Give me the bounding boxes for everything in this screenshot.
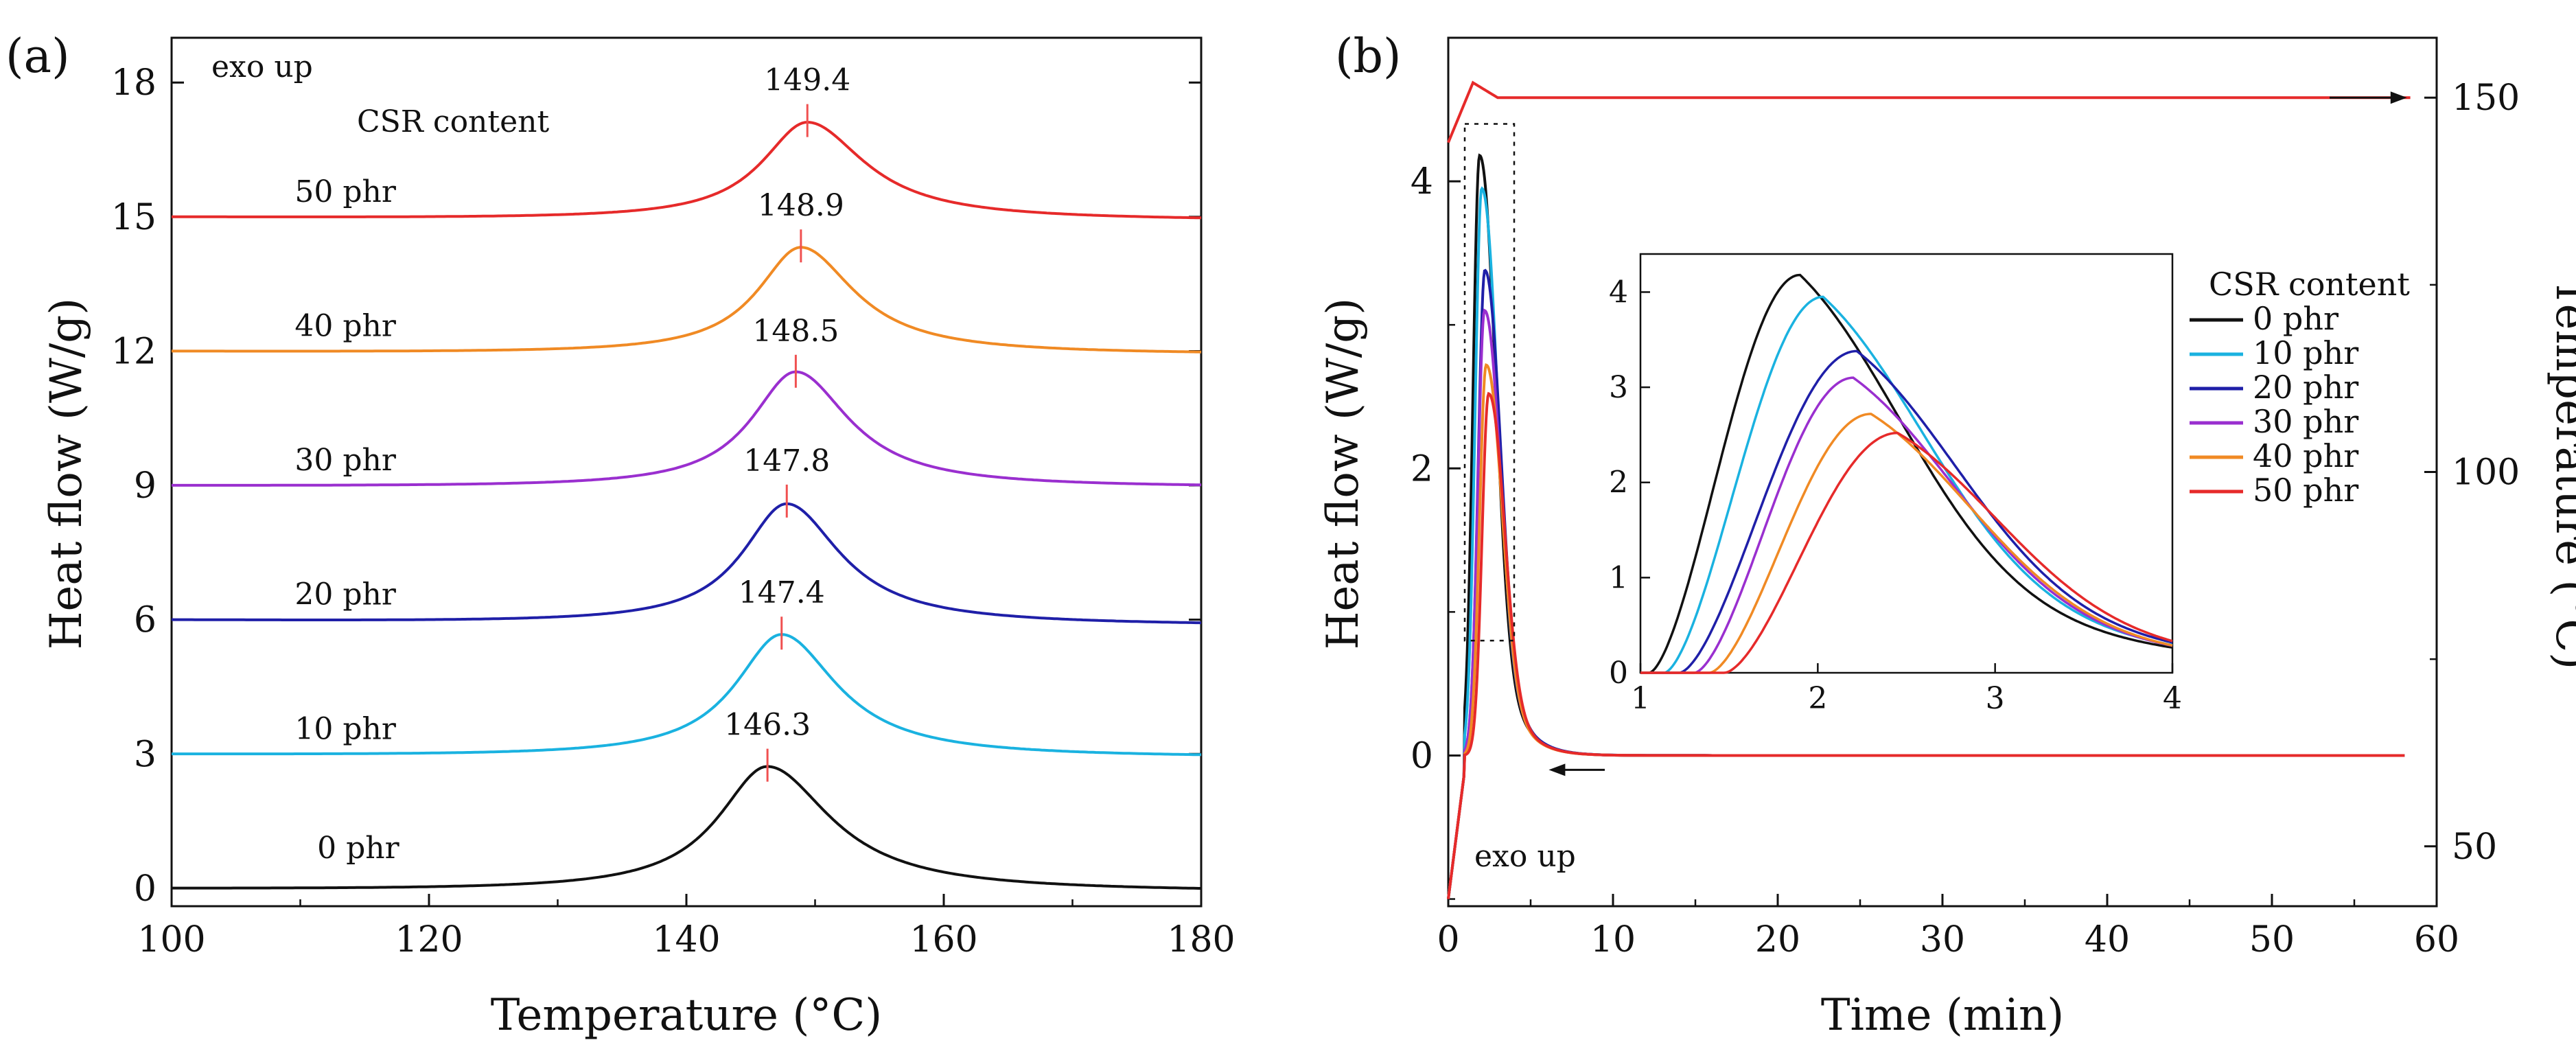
panel-a-annotations: 146.3 0 phr 147.4 10 phr 147.8 20 phr 148.5 30 … (294, 63, 850, 866)
a-peak-label-50-phr: 149.4 (764, 63, 850, 98)
panel-b-y-axis: 0 2 4 (1411, 36, 1461, 900)
panel-b-arrows (1548, 91, 2407, 776)
inset-curve-10-phr (1640, 295, 2173, 674)
b-x-tick-20: 20 (1755, 919, 1800, 960)
b-arrow-right-head (2390, 91, 2407, 104)
panel-b-x-axis: 0 10 20 30 40 50 60 (1437, 894, 2459, 960)
a-series-label-10-phr: 10 phr (294, 711, 396, 746)
panel-b-x-label: Time (min) (1821, 990, 2064, 1041)
inset-y-tick-1: 1 (1609, 560, 1628, 595)
a-series-label-20-phr: 20 phr (294, 577, 396, 612)
panel-a-y-label: Heat flow (W/g) (41, 298, 92, 650)
a-x-tick-120: 120 (395, 919, 463, 960)
inset-y-tick-4: 4 (1609, 275, 1628, 310)
inset-curve-0-phr (1640, 273, 2173, 674)
panel-b-right-axis: 50 100 150 (2424, 78, 2520, 868)
b-x-tick-10: 10 (1590, 919, 1636, 960)
panel-b-temperature-curve (1447, 80, 2411, 143)
a-y-tick-6: 6 (134, 600, 156, 641)
a-curve-10-phr (172, 633, 1201, 757)
b-legend-label-40-phr: 40 phr (2253, 437, 2358, 474)
b-x-tick-40: 40 (2085, 919, 2130, 960)
a-x-tick-140: 140 (652, 919, 720, 960)
a-curve-40-phr (172, 246, 1202, 354)
b-x-tick-60: 60 (2414, 919, 2459, 960)
panel-a-legend-title: CSR content (357, 104, 549, 139)
b-x-tick-0: 0 (1437, 919, 1459, 960)
inset-curve-40-phr (1640, 413, 2173, 674)
panel-b-exo-label: exo up (1474, 839, 1576, 874)
b-legend-title: CSR content (2209, 266, 2410, 303)
a-x-tick-180: 180 (1167, 919, 1235, 960)
a-x-tick-100: 100 (137, 919, 205, 960)
b-arrow-left-head (1548, 763, 1566, 776)
a-series-label-0-phr: 0 phr (317, 831, 399, 866)
inset-y-tick-0: 0 (1609, 656, 1628, 691)
b-inset-frame (1639, 253, 2174, 674)
a-y-tick-3: 3 (134, 734, 156, 775)
inset-x-tick-2: 2 (1808, 681, 1827, 716)
a-series-label-50-phr: 50 phr (294, 174, 396, 209)
b-legend-label-10-phr: 10 phr (2253, 334, 2358, 371)
panel-b-y-label: Heat flow (W/g) (1318, 298, 1369, 650)
inset-curve-50-phr (1640, 431, 2173, 674)
inset-y-tick-3: 3 (1609, 370, 1628, 405)
b-right-tick-100: 100 (2452, 452, 2520, 494)
panel-a-exo-label: exo up (211, 49, 313, 84)
b-legend-label-50-phr: 50 phr (2253, 472, 2358, 509)
a-x-tick-160: 160 (909, 919, 977, 960)
a-curve-30-phr (172, 370, 1202, 487)
panel-a-label: (a) (5, 30, 70, 84)
a-y-tick-18: 18 (111, 62, 156, 104)
b-legend-label-30-phr: 30 phr (2253, 403, 2358, 440)
a-y-tick-9: 9 (134, 465, 156, 507)
panel-a-curves (171, 120, 1202, 890)
inset-curve-20-phr (1640, 349, 2173, 674)
b-x-tick-50: 50 (2249, 919, 2295, 960)
inset-curve-30-phr (1640, 376, 2173, 674)
panel-b-right-y-label: Temperature (°C) (2546, 278, 2576, 670)
inset-x-tick-1: 1 (1631, 681, 1650, 716)
inset-y-tick-2: 2 (1609, 465, 1628, 500)
b-legend-label-0-phr: 0 phr (2253, 300, 2339, 337)
b-right-tick-150: 150 (2452, 78, 2520, 119)
a-curve-20-phr (171, 502, 1202, 625)
a-peak-label-0-phr: 146.3 (724, 708, 811, 743)
a-y-tick-12: 12 (111, 331, 156, 372)
panel-a-x-label: Temperature (°C) (491, 990, 883, 1041)
b-x-tick-30: 30 (1920, 919, 1965, 960)
panel-a-x-axis: 100 120 140 160 180 (137, 894, 1235, 960)
a-peak-label-10-phr: 147.4 (739, 575, 825, 610)
inset-x-tick-3: 3 (1986, 681, 2005, 716)
b-y-tick-4: 4 (1411, 161, 1433, 203)
inset-x-tick-4: 4 (2163, 681, 2182, 716)
a-series-label-30-phr: 30 phr (294, 443, 396, 478)
b-legend-label-20-phr: 20 phr (2253, 369, 2358, 406)
b-y-tick-0: 0 (1411, 735, 1433, 776)
panel-a: (a) 100 120 140 160 180 0 3 6 9 12 15 18 146.3 0 ph… (5, 30, 1235, 1041)
a-peak-label-40-phr: 148.9 (758, 188, 844, 223)
a-peak-label-20-phr: 147.8 (743, 443, 830, 479)
panel-b-label: (b) (1335, 30, 1402, 84)
a-peak-label-30-phr: 148.5 (752, 314, 839, 349)
a-y-tick-15: 15 (111, 197, 156, 238)
panel-b-zoom-box (1463, 123, 1516, 642)
a-series-label-40-phr: 40 phr (294, 308, 396, 343)
a-curve-50-phr (172, 120, 1202, 220)
b-temperature-line (1447, 80, 2411, 143)
b-y-tick-2: 2 (1411, 448, 1433, 489)
b-right-tick-50: 50 (2452, 827, 2497, 868)
panel-a-y-axis: 0 3 6 9 12 15 18 (111, 62, 1201, 910)
panel-b-curves (1447, 153, 2405, 899)
a-y-tick-0: 0 (134, 868, 156, 910)
b-curve-50-phr (1447, 391, 2405, 899)
a-curve-0-phr (172, 765, 1201, 890)
